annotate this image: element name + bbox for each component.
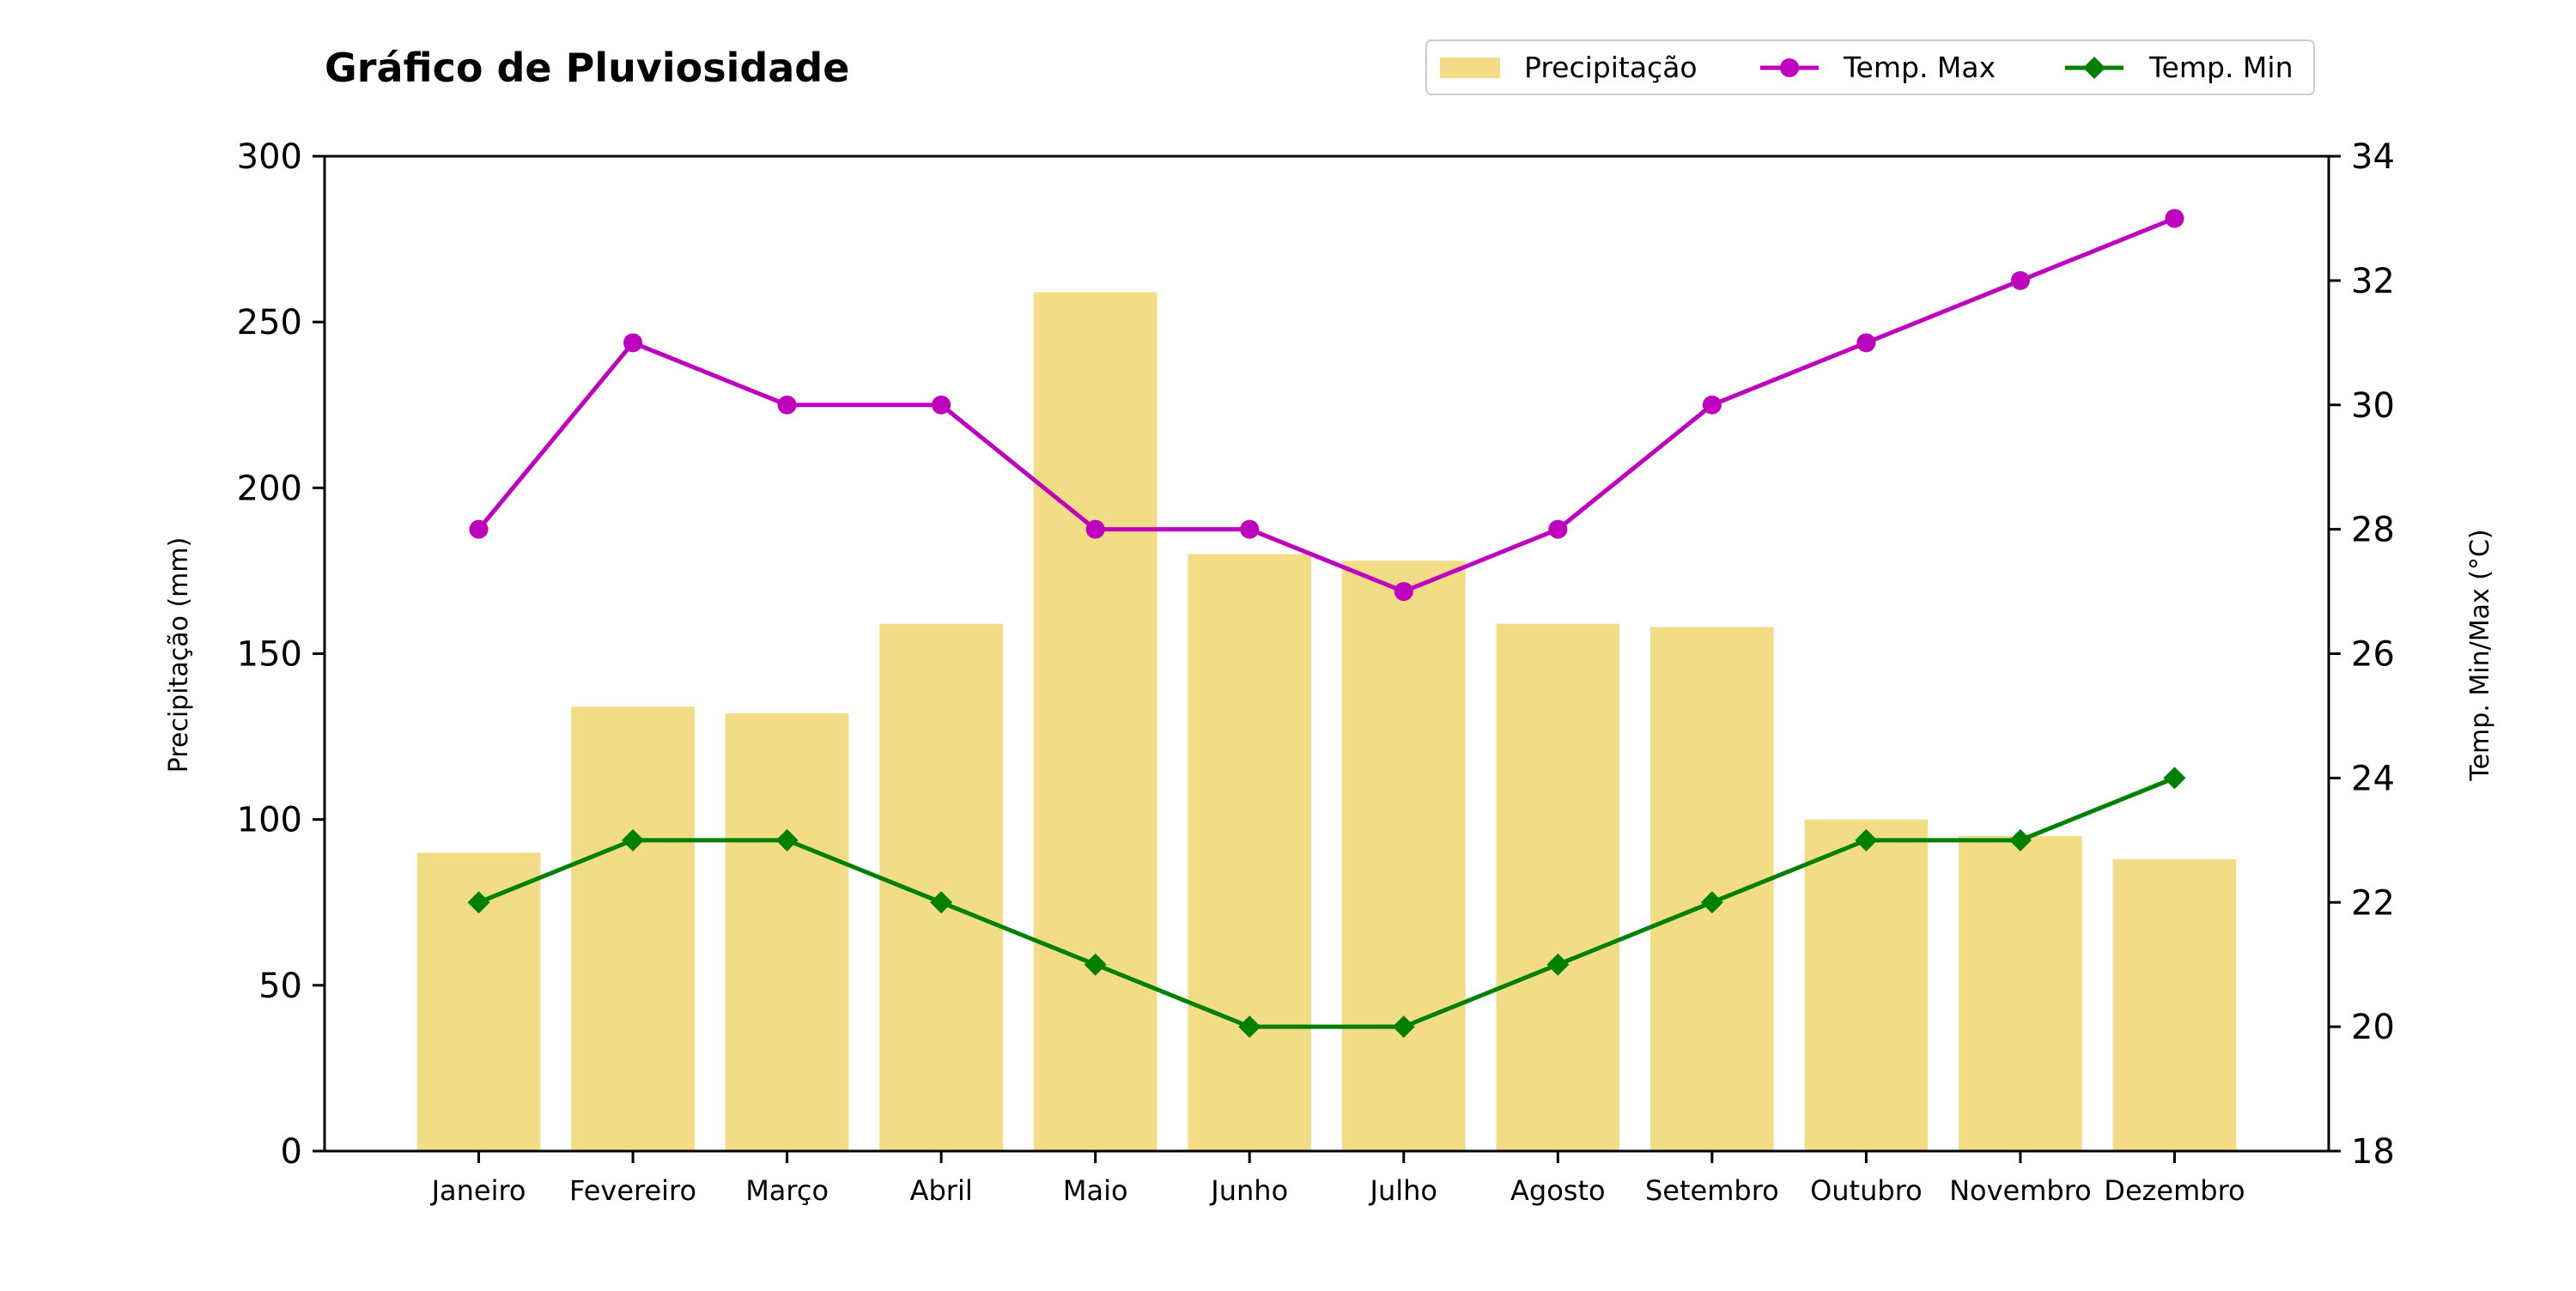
left-axis-tick-label: 300 bbox=[237, 137, 302, 177]
legend-box bbox=[1425, 39, 2315, 95]
precipitation-bar bbox=[725, 713, 849, 1151]
temp-max-point bbox=[777, 395, 797, 415]
temp-min-point bbox=[622, 828, 645, 852]
precipitation-bar bbox=[1959, 835, 2082, 1151]
x-axis-tick-label: Janeiro bbox=[430, 1174, 526, 1207]
temp-max-point bbox=[1394, 582, 1413, 602]
legend-marker-temp-max bbox=[1780, 58, 1799, 77]
temp-max-point bbox=[1548, 519, 1568, 539]
precipitation-bar bbox=[571, 706, 695, 1151]
legend-swatch-precipitation bbox=[1440, 58, 1500, 78]
precipitation-bar bbox=[1033, 292, 1157, 1151]
precipitation-bar bbox=[1496, 623, 1620, 1151]
temp-min-point bbox=[1392, 1015, 1415, 1039]
precipitation-bar bbox=[1650, 627, 1774, 1151]
right-axis-tick-label: 20 bbox=[2351, 1008, 2395, 1047]
x-axis-tick-label: Março bbox=[745, 1174, 829, 1207]
temp-min-point bbox=[1700, 891, 1723, 914]
right-axis-label: Temp. Min/Max (°C) bbox=[2465, 529, 2495, 781]
temp-max-point bbox=[469, 519, 489, 539]
right-axis-tick-label: 28 bbox=[2351, 511, 2395, 550]
temp-min-point bbox=[2008, 828, 2032, 852]
left-axis-tick-label: 250 bbox=[237, 303, 302, 342]
right-axis-tick-label: 26 bbox=[2351, 635, 2395, 675]
right-axis-tick-label: 30 bbox=[2351, 386, 2395, 426]
legend-label-precipitation: Precipitação bbox=[1524, 51, 1698, 84]
left-y-axis: 0 50 100 150 200 250 300 bbox=[237, 137, 325, 1172]
right-axis-tick-label: 32 bbox=[2351, 262, 2395, 301]
temp-max-point bbox=[1085, 519, 1105, 539]
temp-min-point bbox=[1238, 1015, 1261, 1039]
left-axis-tick-label: 0 bbox=[281, 1132, 302, 1172]
left-axis-tick-label: 150 bbox=[237, 635, 302, 675]
legend-marker-temp-min bbox=[2083, 57, 2105, 79]
temp-min-point bbox=[1855, 828, 1878, 852]
temp-min-point bbox=[1084, 953, 1107, 976]
x-axis-tick-label: Novembro bbox=[1949, 1174, 2092, 1207]
right-axis-tick-label: 34 bbox=[2351, 137, 2395, 177]
left-axis-tick-label: 200 bbox=[237, 469, 302, 508]
temp-min-line bbox=[477, 776, 2176, 1029]
temp-max-line bbox=[477, 216, 2176, 594]
temp-max-point bbox=[2010, 270, 2030, 290]
temp-max-point bbox=[1856, 333, 1876, 353]
left-axis-label: Precipitação (mm) bbox=[164, 537, 194, 773]
x-axis-tick-label: Outubro bbox=[1810, 1174, 1923, 1207]
temp-max-point bbox=[1702, 395, 1722, 415]
precipitation-bar bbox=[1804, 819, 1929, 1151]
temp-max-point bbox=[2165, 209, 2184, 228]
precipitation-bar bbox=[879, 623, 1003, 1151]
temp-max-point bbox=[623, 333, 643, 353]
legend-label-temp-max: Temp. Max bbox=[1843, 51, 1996, 84]
precipitation-bar bbox=[2112, 859, 2237, 1151]
right-axis-tick-label: 24 bbox=[2351, 759, 2395, 798]
x-axis-tick-label: Junho bbox=[1209, 1174, 1288, 1207]
x-axis-tick-label: Agosto bbox=[1510, 1174, 1606, 1207]
temperature-lines bbox=[467, 209, 2186, 1039]
x-axis-tick-label: Setembro bbox=[1645, 1174, 1779, 1207]
chart-title: Gráfico de Pluviosidade bbox=[325, 45, 849, 91]
x-axis-tick-label: Maio bbox=[1063, 1174, 1128, 1207]
left-axis-tick-label: 50 bbox=[258, 967, 302, 1006]
right-axis-tick-label: 22 bbox=[2351, 883, 2395, 923]
temp-min-point bbox=[930, 891, 953, 914]
temp-min-point bbox=[2163, 767, 2186, 790]
temp-max-point bbox=[932, 395, 951, 415]
precipitation-bar bbox=[1341, 561, 1466, 1151]
right-axis-tick-label: 18 bbox=[2351, 1132, 2395, 1172]
x-axis-tick-label: Dezembro bbox=[2104, 1174, 2245, 1207]
temp-max-point bbox=[1240, 519, 1260, 539]
x-axis: Janeiro Fevereiro Março Abril Maio Junho Julho… bbox=[430, 1151, 2245, 1207]
left-axis-tick-label: 100 bbox=[237, 801, 302, 840]
temp-min-point bbox=[1546, 953, 1570, 976]
legend-label-temp-min: Temp. Min bbox=[2148, 51, 2293, 84]
precipitation-bar bbox=[1188, 554, 1312, 1151]
x-axis-tick-label: Fevereiro bbox=[569, 1174, 696, 1207]
legend: Precipitação Temp. Max Temp. Min bbox=[1425, 39, 2315, 95]
right-y-axis: 18 20 22 24 26 28 30 32 34 bbox=[2329, 137, 2395, 1172]
x-axis-tick-label: Abril bbox=[910, 1174, 973, 1207]
temp-min-point bbox=[467, 891, 490, 914]
temp-min-point bbox=[775, 828, 799, 852]
x-axis-tick-label: Julho bbox=[1369, 1174, 1437, 1207]
precipitation-bars bbox=[416, 292, 2237, 1151]
